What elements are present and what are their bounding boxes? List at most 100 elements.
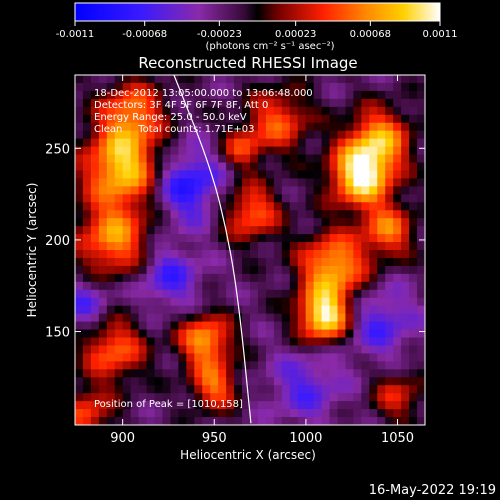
heatmap-cell xyxy=(329,289,339,299)
heatmap-cell xyxy=(194,82,203,92)
heatmap-cell xyxy=(313,234,323,243)
heatmap-cell xyxy=(242,106,251,116)
heatmap-cell xyxy=(82,313,92,323)
heatmap-cell xyxy=(226,289,235,299)
heatmap-cell xyxy=(186,305,195,315)
heatmap-cell xyxy=(122,329,132,339)
heatmap-cell xyxy=(337,90,347,100)
heatmap-cell xyxy=(242,178,251,187)
heatmap-cell xyxy=(170,313,179,323)
heatmap-cell xyxy=(162,265,172,275)
heatmap-cell xyxy=(289,369,299,378)
heatmap-cell xyxy=(75,250,84,259)
heatmap-cell xyxy=(234,321,243,331)
heatmap-cell xyxy=(401,313,410,323)
heatmap-cell xyxy=(234,186,243,195)
heatmap-cell xyxy=(138,409,148,418)
heatmap-cell xyxy=(257,170,267,179)
heatmap-cell xyxy=(281,385,291,394)
heatmap-cell xyxy=(210,345,219,354)
heatmap-cell xyxy=(218,313,227,323)
colorbar-tick-label: -0.0011 xyxy=(56,29,95,40)
heatmap-cell xyxy=(170,401,179,410)
heatmap-cell xyxy=(122,242,132,251)
heatmap-cell xyxy=(361,257,370,267)
heatmap-cell xyxy=(114,146,124,156)
heatmap-cell xyxy=(385,329,394,339)
heatmap-cell xyxy=(210,281,219,291)
heatmap-cell xyxy=(337,114,347,124)
heatmap-cell xyxy=(377,297,386,307)
heatmap-cell xyxy=(257,250,267,259)
heatmap-cell xyxy=(226,257,235,267)
heatmap-cell xyxy=(417,82,425,92)
heatmap-cell xyxy=(281,289,291,299)
heatmap-cell xyxy=(377,138,386,148)
heatmap-cell xyxy=(321,417,331,425)
heatmap-cell xyxy=(98,162,108,172)
heatmap-cell xyxy=(250,289,259,299)
heatmap-cell xyxy=(170,218,179,227)
heatmap-cell xyxy=(82,106,92,116)
heatmap-cell xyxy=(90,305,100,315)
heatmap-cell xyxy=(305,90,315,100)
heatmap-cell xyxy=(313,178,323,187)
heatmap-cell xyxy=(106,170,116,179)
heatmap-cell xyxy=(265,98,275,108)
heatmap-cell xyxy=(122,337,132,347)
heatmap-cell xyxy=(337,393,347,402)
heatmap-cell xyxy=(337,178,347,187)
heatmap-cell xyxy=(130,281,140,291)
heatmap-cell xyxy=(321,218,331,227)
heatmap-cell xyxy=(305,257,315,267)
heatmap-cell xyxy=(281,146,291,156)
heatmap-cell xyxy=(281,122,291,132)
x-tick-label: 950 xyxy=(202,431,227,446)
heatmap-cell xyxy=(90,313,100,323)
heatmap-cell xyxy=(82,114,92,124)
heatmap-cell xyxy=(234,75,243,84)
heatmap-cell xyxy=(369,146,378,156)
heatmap-cell xyxy=(75,417,84,425)
heatmap-cell xyxy=(417,273,425,283)
heatmap-cell xyxy=(202,321,211,331)
heatmap-cell xyxy=(130,138,140,148)
heatmap-cell xyxy=(82,289,92,299)
heatmap-cell xyxy=(90,297,100,307)
heatmap-cell xyxy=(321,82,331,92)
heatmap-cell xyxy=(226,361,235,370)
heatmap-cell xyxy=(257,242,267,251)
heatmap-cell xyxy=(353,202,362,211)
heatmap-cell xyxy=(409,329,418,339)
heatmap-cell xyxy=(122,162,132,172)
heatmap-cell xyxy=(75,218,84,227)
heatmap-cell xyxy=(250,138,259,148)
heatmap-cell xyxy=(409,234,418,243)
heatmap-cell xyxy=(242,409,251,418)
heatmap-cell xyxy=(353,186,362,195)
heatmap-cell xyxy=(401,186,410,195)
heatmap-cell xyxy=(377,273,386,283)
heatmap-cell xyxy=(106,98,116,108)
heatmap-cell xyxy=(114,377,124,386)
heatmap-cell xyxy=(178,353,187,362)
heatmap-cell xyxy=(385,122,394,132)
heatmap-cell xyxy=(202,417,211,425)
heatmap-cell xyxy=(114,337,124,347)
heatmap-cell xyxy=(250,194,259,203)
heatmap-cell xyxy=(377,393,386,402)
heatmap-cell xyxy=(273,377,283,386)
heatmap-cell xyxy=(401,321,410,331)
heatmap-cell xyxy=(154,90,164,100)
heatmap-cell xyxy=(178,162,187,172)
heatmap-cell xyxy=(210,377,219,386)
heatmap-cell xyxy=(361,226,370,235)
heatmap-cell xyxy=(369,345,378,354)
annotation-time-range: 18-Dec-2012 13:05:00.000 to 13:06:48.000 xyxy=(94,88,313,99)
heatmap-cell xyxy=(170,242,179,251)
heatmap-cell xyxy=(186,122,195,132)
heatmap-cell xyxy=(242,242,251,251)
heatmap-cell xyxy=(170,154,179,164)
heatmap-cell xyxy=(297,265,307,275)
heatmap-cell xyxy=(146,345,156,354)
